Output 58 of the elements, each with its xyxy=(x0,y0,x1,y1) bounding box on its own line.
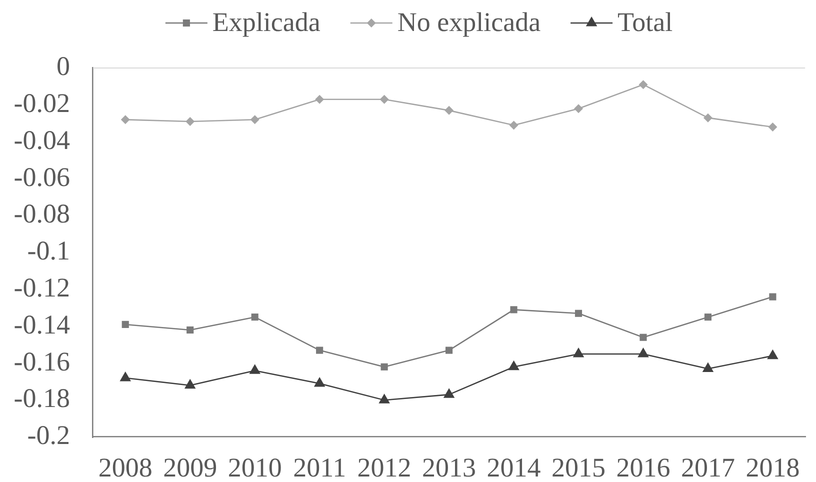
y-tick-label: -0.06 xyxy=(14,162,70,192)
point xyxy=(572,347,584,358)
point xyxy=(184,378,196,389)
point xyxy=(509,120,518,130)
point xyxy=(638,347,649,358)
legend-label: Explicada xyxy=(212,7,320,38)
point xyxy=(638,80,648,90)
point xyxy=(250,115,260,124)
point xyxy=(186,326,194,334)
point xyxy=(120,371,131,382)
point xyxy=(380,94,389,104)
x-tick-label: 2013 xyxy=(422,452,476,482)
y-tick-label: -0.18 xyxy=(14,383,70,414)
point xyxy=(703,113,712,122)
point xyxy=(574,104,584,114)
x-tick-label: 2012 xyxy=(357,452,412,482)
y-tick-label: -0.12 xyxy=(14,272,70,302)
y-tick-label: -0.2 xyxy=(27,420,70,450)
point xyxy=(704,314,712,321)
x-tick-label: 2008 xyxy=(98,452,152,482)
legend-label: No explicada xyxy=(397,7,541,38)
y-tick-label: -0.14 xyxy=(14,309,70,340)
point xyxy=(315,94,324,104)
point xyxy=(378,394,390,404)
y-tick-label: -0.1 xyxy=(27,236,70,266)
x-tick-label: 2017 xyxy=(680,452,735,482)
point xyxy=(249,364,260,374)
y-tick-label: 0 xyxy=(56,51,70,82)
x-tick-label: 2014 xyxy=(486,452,542,482)
y-tick-label: -0.08 xyxy=(14,198,70,229)
point xyxy=(640,334,647,341)
point xyxy=(768,122,778,132)
y-tick-label: -0.02 xyxy=(14,88,70,118)
x-tick-label: 2015 xyxy=(552,452,606,482)
x-tick-label: 2010 xyxy=(228,452,282,482)
point xyxy=(122,320,129,328)
point xyxy=(767,349,778,360)
point xyxy=(574,310,582,317)
x-tick-label: 2016 xyxy=(616,452,670,482)
point xyxy=(251,314,258,321)
point xyxy=(186,117,195,126)
point xyxy=(314,376,326,387)
point xyxy=(702,362,714,372)
y-tick-label: -0.04 xyxy=(14,124,70,155)
point xyxy=(444,106,454,115)
x-tick-label: 2009 xyxy=(163,452,218,482)
point xyxy=(769,293,776,300)
point xyxy=(510,306,518,314)
point xyxy=(443,388,455,398)
point xyxy=(120,115,130,124)
point xyxy=(508,360,520,370)
x-tick-label: 2018 xyxy=(746,452,800,482)
point xyxy=(380,363,388,370)
x-tick-label: 2011 xyxy=(293,452,346,482)
point xyxy=(446,346,453,354)
point xyxy=(316,346,324,354)
legend-label: Total xyxy=(618,7,673,38)
y-tick-label: -0.16 xyxy=(14,346,70,376)
